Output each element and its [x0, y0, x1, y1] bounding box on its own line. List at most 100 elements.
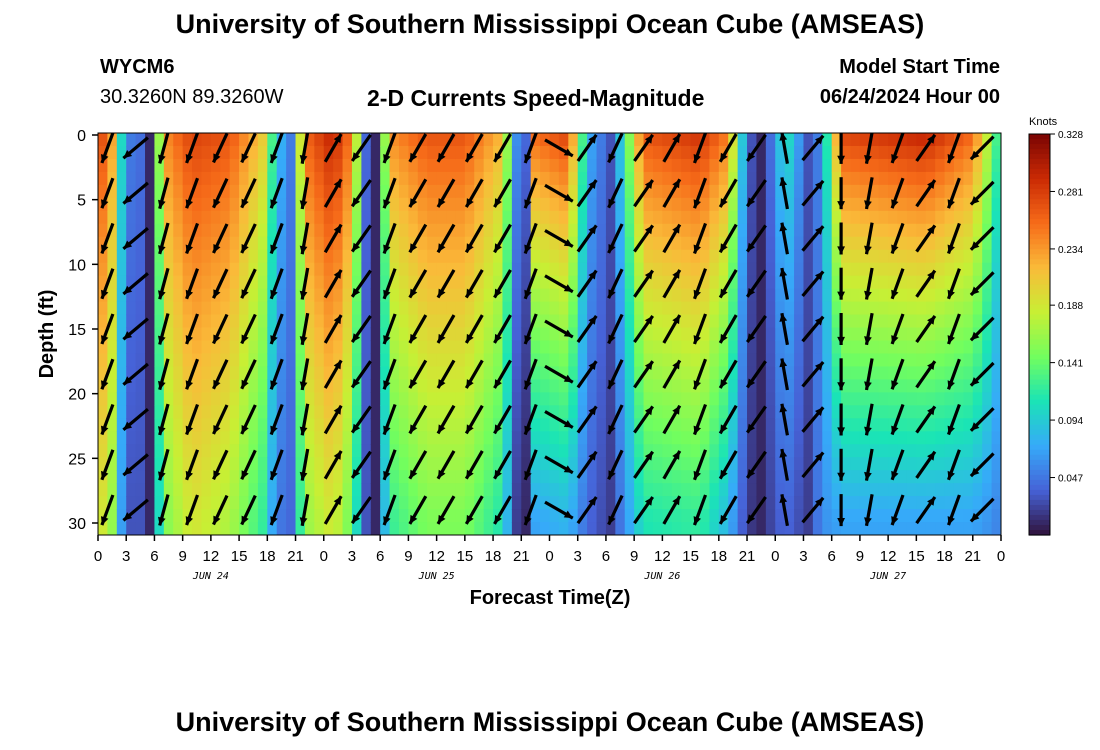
heatmap-cell: [173, 288, 184, 303]
heatmap-cell: [267, 496, 278, 510]
heatmap-cell: [709, 197, 720, 212]
heatmap-cell: [436, 171, 447, 186]
current-arrow: [633, 179, 655, 208]
heatmap-cell: [615, 366, 626, 380]
current-arrow: [864, 448, 874, 481]
heatmap-cell: [671, 366, 682, 380]
heatmap-cell: [116, 314, 127, 329]
heatmap-cell: [540, 379, 551, 393]
heatmap-cell: [963, 418, 974, 432]
heatmap-cell: [700, 197, 711, 212]
heatmap-cell: [634, 392, 645, 406]
current-arrow: [122, 272, 149, 296]
current-arrow: [946, 449, 961, 481]
heatmap-cell: [135, 483, 146, 497]
heatmap-cell: [737, 223, 748, 238]
heatmap-cell: [652, 133, 663, 147]
heatmap-cell: [888, 223, 899, 238]
heatmap-cell: [803, 301, 814, 316]
heatmap-cell: [530, 223, 541, 238]
heatmap-cell: [483, 171, 494, 186]
heatmap-cell: [850, 353, 861, 368]
heatmap-cell: [257, 496, 268, 510]
heatmap-cell: [502, 444, 513, 458]
heatmap-cell: [323, 275, 334, 290]
heatmap-cell: [540, 158, 551, 173]
heatmap-cell: [399, 418, 410, 432]
heatmap-cell: [257, 223, 268, 238]
heatmap-cell: [624, 392, 635, 406]
heatmap-cell: [812, 158, 823, 173]
heatmap-cell: [408, 288, 419, 303]
heatmap-cell: [286, 444, 297, 458]
heatmap-cell: [521, 145, 532, 160]
heatmap-cell: [464, 301, 475, 316]
heatmap-cell: [210, 522, 221, 535]
heatmap-cell: [643, 262, 654, 277]
current-arrow: [436, 314, 456, 344]
heatmap-cell: [596, 249, 607, 264]
heatmap-cell: [145, 197, 156, 212]
heatmap-cell: [577, 133, 588, 147]
heatmap-cell: [182, 210, 193, 225]
heatmap-cell: [878, 184, 889, 199]
heatmap-cell: [869, 171, 880, 186]
current-arrow: [350, 133, 372, 162]
colorbar-swatch: [1029, 309, 1050, 316]
arrow-head: [213, 334, 221, 344]
heatmap-cell: [323, 353, 334, 368]
heatmap-cell: [342, 418, 353, 432]
heatmap-cell: [671, 288, 682, 303]
x-tick-label: 15: [908, 548, 925, 565]
heatmap-cell: [107, 483, 118, 497]
heatmap-cell: [841, 171, 852, 186]
current-arrow: [864, 267, 874, 300]
heatmap-cell: [869, 197, 880, 212]
heatmap-cell: [596, 145, 607, 160]
heatmap-cell: [333, 457, 344, 471]
arrow-head: [270, 470, 278, 480]
heatmap-cell: [116, 431, 127, 445]
arrow-head: [299, 155, 308, 164]
heatmap-cell: [841, 392, 852, 406]
heatmap-cell: [483, 483, 494, 497]
heatmap-cell: [493, 379, 504, 393]
arrow-head: [494, 333, 502, 343]
current-arrow: [801, 451, 825, 479]
heatmap-cell: [596, 496, 607, 510]
heatmap-cell: [841, 145, 852, 160]
heatmap-cell: [427, 184, 438, 199]
current-arrow: [100, 268, 115, 300]
heatmap-cell: [154, 483, 165, 497]
arrow-head: [213, 198, 221, 208]
heatmap-cell: [351, 288, 362, 303]
heatmap-cell: [210, 444, 221, 458]
heatmap-cell: [474, 145, 485, 160]
heatmap-cell: [991, 405, 1001, 419]
heatmap-cell: [700, 366, 711, 380]
heatmap-cell: [888, 236, 899, 251]
heatmap-cell: [756, 366, 767, 380]
heatmap-cell: [878, 470, 889, 484]
arrow-head: [524, 380, 532, 390]
heatmap-cell: [728, 327, 739, 342]
heatmap-cell: [558, 353, 569, 368]
heatmap-cell: [455, 262, 466, 277]
heatmap-cell: [201, 392, 212, 406]
heatmap-cell: [690, 509, 701, 523]
current-arrow: [544, 183, 574, 203]
heatmap-cell: [944, 210, 955, 225]
heatmap-cell: [690, 236, 701, 251]
heatmap-cell: [671, 275, 682, 290]
heatmap-cell: [568, 379, 579, 393]
heatmap-cell: [709, 379, 720, 393]
heatmap-cell: [681, 353, 692, 368]
heatmap-cell: [135, 223, 146, 238]
heatmap-cell: [605, 275, 616, 290]
heatmap-cell: [333, 444, 344, 458]
heatmap-cell: [417, 327, 428, 342]
heatmap-cell: [323, 301, 334, 316]
heatmap-cell: [530, 496, 541, 510]
heatmap-cell: [474, 171, 485, 186]
arrow-head: [409, 514, 418, 524]
